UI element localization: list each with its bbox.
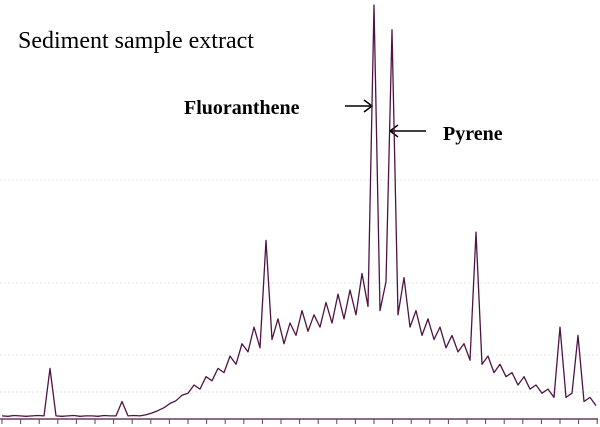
chromatogram-line (1, 4, 597, 417)
annotation: Pyrene (443, 123, 503, 145)
grid (0, 179, 600, 393)
arrow (388, 124, 426, 138)
axis-ticks (1, 419, 598, 424)
annotation: Fluoranthene (184, 97, 300, 119)
arrow (345, 99, 374, 113)
chart-title: Sediment sample extract (18, 28, 254, 54)
arrows (345, 99, 426, 138)
